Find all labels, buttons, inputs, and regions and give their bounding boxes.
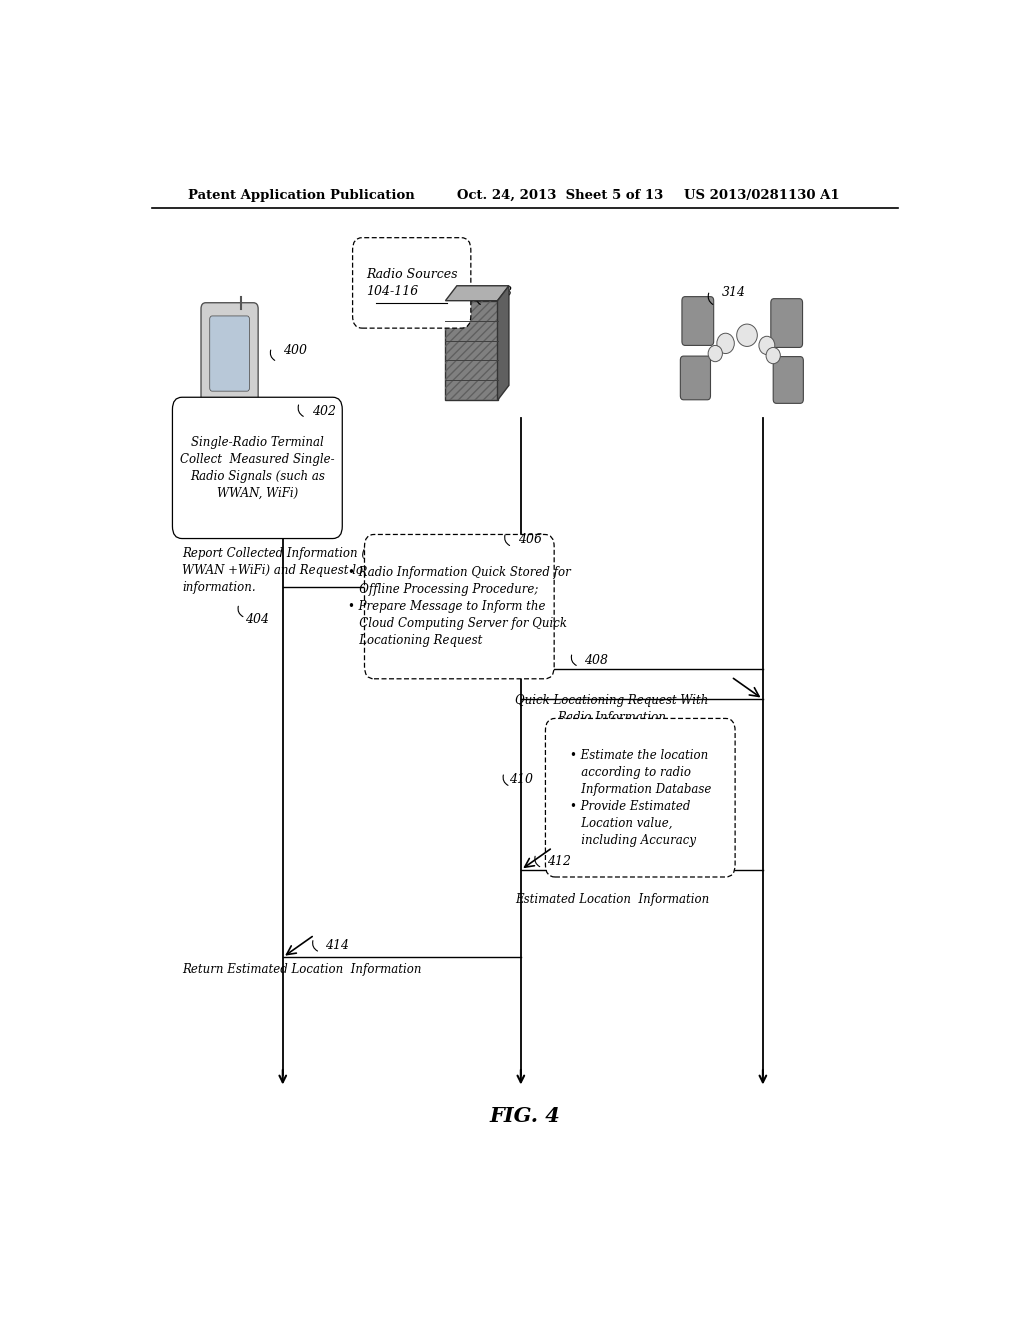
- FancyBboxPatch shape: [773, 356, 804, 404]
- FancyBboxPatch shape: [680, 356, 711, 400]
- Text: Estimated Location  Information: Estimated Location Information: [515, 894, 710, 907]
- FancyBboxPatch shape: [210, 315, 250, 391]
- Text: Report Collected Information (such as
WWAN +WiFi) and Request locationing
inform: Report Collected Information (such as WW…: [182, 546, 419, 594]
- FancyBboxPatch shape: [445, 301, 498, 400]
- FancyBboxPatch shape: [682, 297, 714, 346]
- Text: Single-Radio Terminal
Collect  Measured Single-
Radio Signals (such as
WWAN, WiF: Single-Radio Terminal Collect Measured S…: [180, 436, 335, 500]
- FancyBboxPatch shape: [201, 302, 258, 407]
- Ellipse shape: [759, 337, 775, 355]
- Text: Quick Locationing Request With
Radio Information: Quick Locationing Request With Radio Inf…: [515, 694, 709, 725]
- Text: • Estimate the location
   according to radio
   Information Database
• Provide : • Estimate the location according to rad…: [569, 748, 711, 846]
- Text: Patent Application Publication: Patent Application Publication: [187, 189, 415, 202]
- Text: 400: 400: [283, 343, 307, 356]
- FancyBboxPatch shape: [365, 535, 554, 678]
- Polygon shape: [445, 285, 509, 301]
- Text: 314: 314: [722, 285, 745, 298]
- Text: 308: 308: [489, 285, 513, 298]
- Ellipse shape: [717, 333, 734, 354]
- Text: FIG. 4: FIG. 4: [489, 1106, 560, 1126]
- Text: 410: 410: [509, 774, 532, 787]
- Text: 406: 406: [518, 532, 543, 545]
- Ellipse shape: [736, 325, 758, 346]
- Ellipse shape: [709, 346, 722, 362]
- FancyBboxPatch shape: [172, 397, 342, 539]
- Text: 404: 404: [246, 612, 269, 626]
- Text: Return Estimated Location  Information: Return Estimated Location Information: [182, 964, 422, 977]
- Text: Oct. 24, 2013  Sheet 5 of 13: Oct. 24, 2013 Sheet 5 of 13: [458, 189, 664, 202]
- Ellipse shape: [766, 347, 780, 364]
- Text: 412: 412: [547, 855, 571, 867]
- Text: 402: 402: [312, 404, 336, 417]
- Text: • Radio Information Quick Stored for
   Offline Processing Procedure;
• Prepare : • Radio Information Quick Stored for Off…: [348, 566, 570, 647]
- FancyBboxPatch shape: [771, 298, 803, 347]
- Polygon shape: [498, 285, 509, 400]
- Text: 414: 414: [325, 939, 349, 952]
- FancyBboxPatch shape: [546, 718, 735, 876]
- Text: US 2013/0281130 A1: US 2013/0281130 A1: [684, 189, 839, 202]
- Text: 408: 408: [585, 653, 608, 667]
- Text: Radio Sources
104-116: Radio Sources 104-116: [366, 268, 458, 298]
- FancyBboxPatch shape: [352, 238, 471, 329]
